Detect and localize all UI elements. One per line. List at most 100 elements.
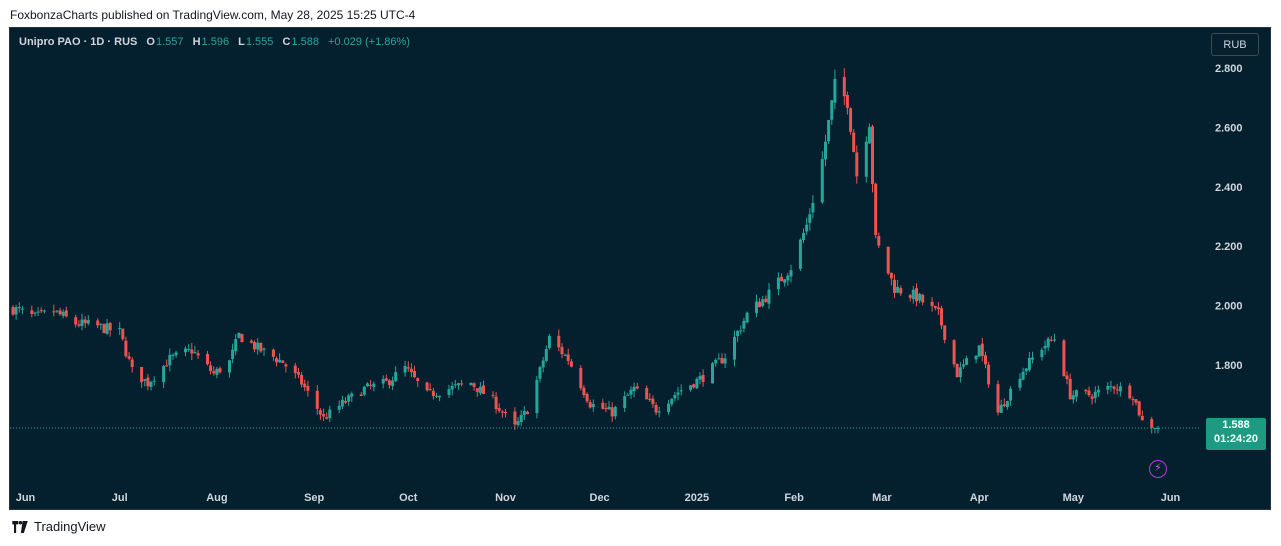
candle-body [206,354,209,365]
x-tick-label: Feb [784,492,804,504]
candle-body [105,323,109,334]
candle-body [218,368,222,373]
candle-body [240,334,244,343]
candle-body [262,348,266,350]
candle-body [648,398,652,400]
candle-body [328,409,332,418]
candle-body [475,388,479,392]
candle-body [460,383,464,385]
candle-body [17,307,21,309]
candle-body [124,340,128,357]
candle-body [802,233,805,240]
candle-body [745,312,749,323]
candle-body [1053,339,1056,341]
candle-body [249,340,253,343]
candle-body [425,382,429,391]
candle-body [318,410,322,415]
candle-body [1112,386,1116,389]
high-value: 1.596 [201,36,230,48]
candle-body [165,365,169,367]
candle-body [1084,389,1088,392]
x-tick-label: Oct [399,492,418,504]
x-tick-label: Nov [495,492,517,504]
candle-body [761,299,765,306]
candle-body [39,310,43,312]
candle-body [830,100,834,120]
tradingview-logo-icon[interactable] [10,520,30,533]
chart-pane[interactable]: 2.800 2.600 2.400 2.200 2.000 1.800 Jun Jul Aug S… [9,27,1271,510]
candle-body [306,386,310,391]
candle-body [281,360,285,363]
candle-body [1068,378,1072,400]
currency-button[interactable]: RUB [1211,33,1259,56]
candle-body [654,405,658,413]
candle-body [1134,399,1138,403]
candle-body [667,403,671,413]
candle-body [560,347,564,355]
candle-body [83,319,87,324]
x-tick-label: 2025 [685,492,709,504]
candle-body [867,127,871,144]
candle-body [676,392,680,395]
candle-body [758,301,762,308]
candle-body [670,398,674,405]
candle-body [739,330,743,332]
candle-body [513,411,517,425]
candle-body [99,323,103,325]
candle-body [811,202,815,213]
candle-body [591,403,595,408]
candle-body [478,386,482,394]
candle-body [190,349,194,354]
candle-body [607,406,611,410]
candle-body [350,393,354,397]
candle-body [557,335,561,348]
candle-body [911,289,915,300]
low-label: L [238,36,245,48]
candle-body [1115,389,1119,391]
candle-body [720,358,724,364]
candle-body [127,356,131,359]
candle-body [1096,389,1100,393]
candle-body [958,367,962,378]
candle-body [152,380,156,382]
candle-body [14,307,18,315]
candle-body [908,295,912,298]
candle-body [701,375,705,382]
candle-body [1093,391,1097,398]
candle-body [1071,395,1075,400]
candle-body [842,77,846,97]
x-tick-label: Sep [304,492,324,504]
candle-body [1128,385,1132,399]
candle-body [893,279,896,293]
candle-body [711,363,714,384]
candle-body [231,349,235,359]
candle-body [209,365,213,372]
candle-body [108,323,112,331]
candle-body [742,320,746,329]
symbol-title[interactable]: Unipro PAO · 1D · RUS [19,36,138,48]
candle-body [522,411,526,416]
lightning-icon[interactable]: ⚡ [1149,460,1167,478]
candlestick-chart[interactable]: 2.800 2.600 2.400 2.200 2.000 1.800 Jun Jul Aug S… [10,28,1271,510]
candle-body [604,408,608,410]
candle-body [1156,428,1160,429]
candle-body [579,368,583,389]
candle-body [535,379,539,414]
candle-body [526,411,529,415]
candle-body [714,359,718,364]
candle-body [519,415,523,423]
footer-brand[interactable]: TradingView [34,519,106,534]
candle-body [435,395,438,397]
y-tick-label: 2.400 [1215,182,1243,194]
candle-body [196,353,200,356]
candle-body [977,345,981,357]
candle-body [645,388,649,400]
candle-body [121,328,125,340]
candle-body [140,367,144,383]
candle-body [52,311,56,313]
candle-body [184,348,187,353]
candle-body [497,408,501,411]
candle-body [733,336,736,360]
symbol-legend: Unipro PAO · 1D · RUS O1.557 H1.596 L1.5… [19,36,410,48]
candle-body [1065,375,1069,380]
